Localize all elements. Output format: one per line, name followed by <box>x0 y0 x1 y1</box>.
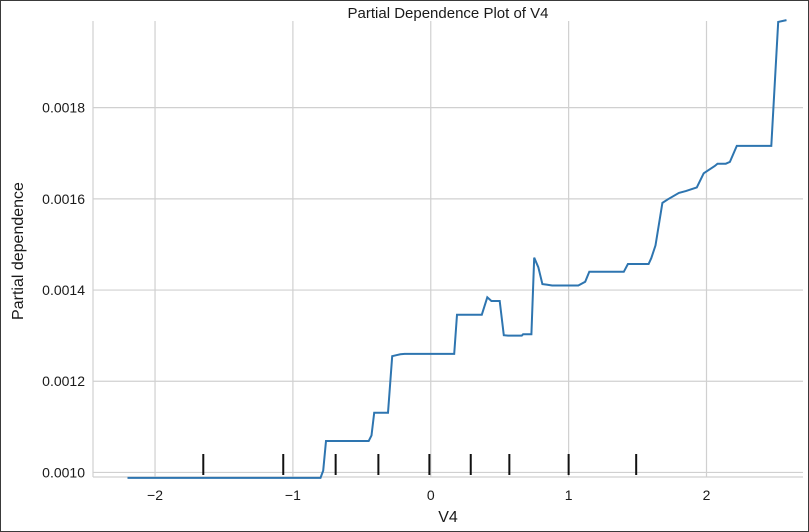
axes <box>92 21 803 478</box>
grid <box>93 21 803 477</box>
x-tick-label: 0 <box>427 487 435 503</box>
x-tick-label: −2 <box>147 487 163 503</box>
y-tick-label: 0.0012 <box>42 373 85 389</box>
chart-title: Partial Dependence Plot of V4 <box>348 5 549 22</box>
series-line <box>127 19 787 479</box>
y-tick-label: 0.0018 <box>42 100 85 116</box>
x-axis-label: V4 <box>438 509 458 526</box>
rug-ticks <box>202 454 638 475</box>
x-tick-label: −1 <box>285 487 301 503</box>
x-tick-label: 1 <box>565 487 573 503</box>
x-tick-labels: −2 −1 0 1 2 <box>147 487 711 503</box>
y-axis-label: Partial dependence <box>10 182 27 320</box>
y-tick-labels: 0.0010 0.0012 0.0014 0.0016 0.0018 <box>42 100 85 481</box>
y-tick-label: 0.0014 <box>42 282 85 298</box>
y-tick-label: 0.0016 <box>42 191 85 207</box>
x-tick-label: 2 <box>703 487 711 503</box>
y-tick-label: 0.0010 <box>42 464 85 480</box>
